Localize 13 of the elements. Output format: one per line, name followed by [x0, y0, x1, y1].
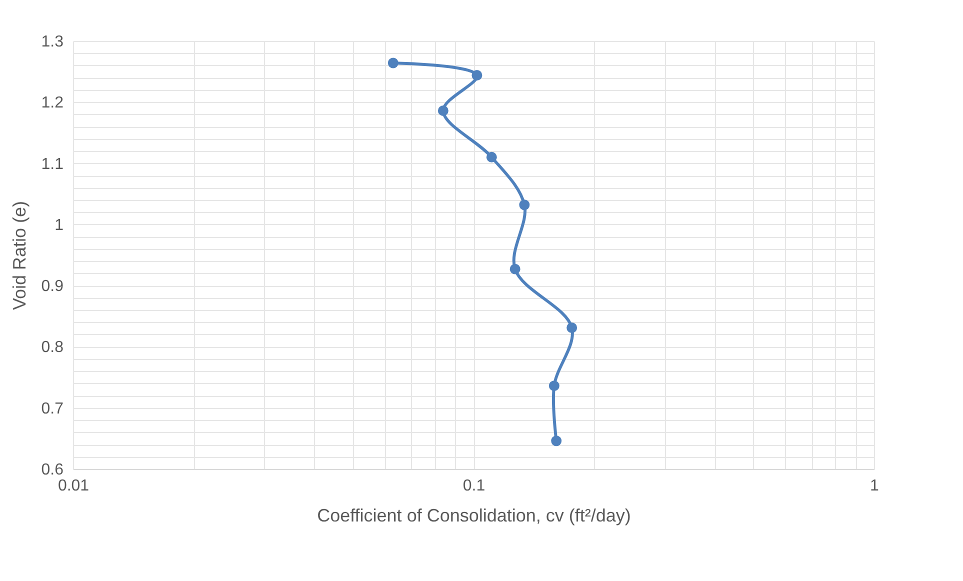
- y-tick-label: 1.3: [41, 34, 64, 50]
- y-tick-label: 1: [54, 216, 64, 234]
- y-tick-label: 0.8: [41, 339, 64, 356]
- y-tick-label: 1.1: [41, 156, 64, 173]
- x-tick-label: 1: [870, 478, 880, 494]
- x-tick-label: 0.01: [58, 478, 90, 494]
- y-tick-label: 1.2: [41, 94, 64, 112]
- y-tick-label: 0.9: [41, 278, 64, 296]
- y-tick-label: 0.7: [41, 400, 64, 418]
- y-tick-label: 0.6: [41, 462, 64, 478]
- x-tick-label: 0.1: [462, 478, 486, 494]
- x-axis-title: Coefficient of Consolidation, cv (ft²/day): [317, 506, 631, 526]
- y-axis-title: Void Ratio (e): [9, 200, 30, 310]
